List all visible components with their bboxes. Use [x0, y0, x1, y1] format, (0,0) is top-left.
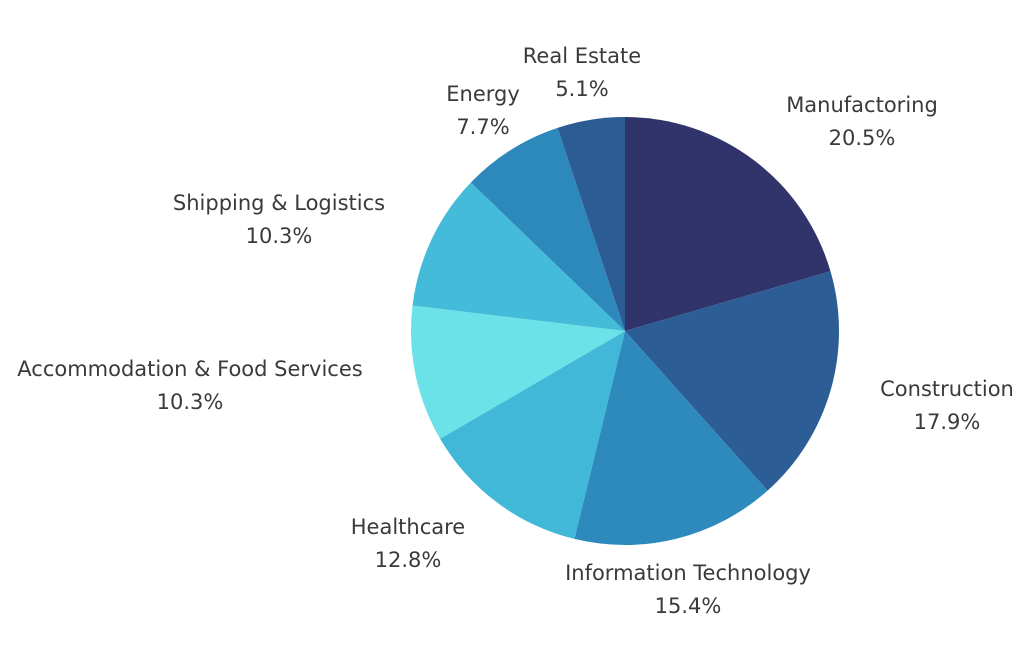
slice-percent-label: 5.1%: [555, 77, 608, 101]
pie-slice-construction: [625, 271, 839, 491]
slice-percent-label: 15.4%: [655, 594, 722, 618]
slice-label: Information Technology 15.4%: [565, 561, 811, 618]
slice-category-label: Construction: [880, 377, 1014, 401]
slice-category-label: Real Estate: [523, 44, 641, 68]
pie-labels: Manufactoring 20.5% Construction 17.9% Infor…: [17, 44, 1014, 618]
slice-category-label: Information Technology: [565, 561, 811, 585]
slice-percent-label: 17.9%: [914, 410, 981, 434]
slice-label: Construction 17.9%: [880, 377, 1014, 434]
slice-percent-label: 10.3%: [246, 224, 313, 248]
pie-slices: [410, 117, 839, 546]
slice-category-label: Shipping & Logistics: [173, 191, 385, 215]
slice-percent-label: 10.3%: [157, 390, 224, 414]
pie-slice-energy: [470, 127, 625, 331]
slice-category-label: Accommodation & Food Services: [17, 357, 362, 381]
slice-category-label: Manufactoring: [786, 93, 938, 117]
slice-label: Accommodation & Food Services 10.3%: [17, 357, 362, 414]
pie-slice-real-estate: [557, 117, 625, 331]
slice-label: Shipping & Logistics 10.3%: [173, 191, 385, 248]
slice-percent-label: 7.7%: [456, 115, 509, 139]
slice-category-label: Healthcare: [351, 515, 465, 539]
pie-slice-shipping-logistics: [412, 182, 625, 331]
pie-slice-information-technology: [574, 331, 768, 546]
pie-slice-manufactoring: [625, 117, 831, 331]
slice-percent-label: 20.5%: [829, 126, 896, 150]
slice-category-label: Energy: [446, 82, 520, 106]
slice-label: Manufactoring 20.5%: [786, 93, 938, 150]
slice-label: Energy 7.7%: [446, 82, 520, 139]
slice-label: Real Estate 5.1%: [523, 44, 641, 101]
slice-label: Healthcare 12.8%: [351, 515, 465, 572]
pie-slice-healthcare: [440, 331, 625, 539]
slice-percent-label: 12.8%: [375, 548, 442, 572]
pie-slice-accommodation-food-services: [410, 305, 625, 439]
